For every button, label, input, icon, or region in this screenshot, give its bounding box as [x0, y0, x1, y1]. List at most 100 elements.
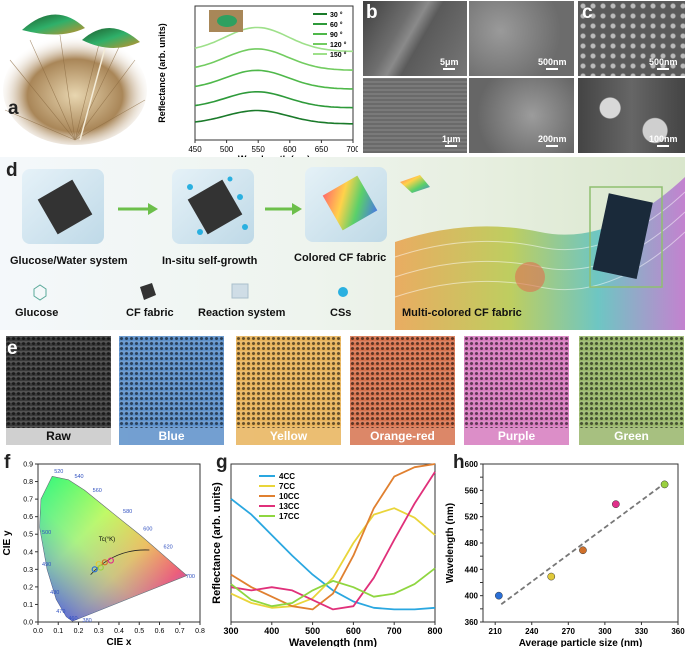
- sample-tile-blue: Blue: [119, 336, 224, 445]
- x-tick-label: 0.4: [114, 628, 124, 635]
- data-point: [660, 480, 669, 489]
- x-tick-label: 360: [671, 627, 685, 636]
- scalebar-b1: 5μm: [440, 57, 459, 70]
- fabric-texture: [6, 336, 111, 428]
- y-tick-label: 0.0: [23, 620, 33, 627]
- locus-label: 520: [54, 469, 63, 475]
- legend-label: 13CC: [279, 502, 300, 511]
- chromaticity-point: [101, 559, 108, 566]
- series-line-4: [194, 26, 353, 53]
- y-tick-label: 0.4: [23, 549, 33, 556]
- y-tick-label: 0.8: [23, 479, 33, 486]
- sem-image-5: [577, 0, 685, 77]
- panel-h-chart: 210 240 270 300 330 360 360 400 440 480 520 560 600 A…: [443, 452, 685, 649]
- legend-label: 60 °: [330, 21, 343, 29]
- y-axis-label: Wavelength (nm): [445, 503, 456, 583]
- panel-label-g: g: [216, 452, 228, 473]
- data-point: [579, 546, 587, 555]
- legend-label-reaction: Reaction system: [198, 307, 286, 319]
- x-axis-label: Average particle size (nm): [519, 638, 643, 647]
- x-tick-label: 240: [525, 627, 539, 636]
- step-label-1: Glucose/Water system: [10, 255, 128, 267]
- x-tick-label: 0.8: [195, 628, 205, 635]
- y-axis-label: CIE y: [2, 530, 13, 555]
- locus-label: 600: [143, 527, 152, 533]
- fabric-texture: [119, 336, 224, 428]
- locus-label: 480: [50, 590, 59, 596]
- x-tick-label: 600: [346, 626, 361, 636]
- scalebar-c1: 500nm: [649, 57, 678, 70]
- wavelength-size-chart: 210 240 270 300 330 360 360 400 440 480 520 560 600 A…: [445, 460, 685, 649]
- y-tick-label: 0.7: [23, 497, 33, 504]
- x-tick-label: 450: [188, 145, 202, 154]
- sem-image-3: [362, 77, 468, 154]
- y-axis-label: Reflectance (arb. units): [157, 23, 167, 123]
- x-tick-label: 500: [305, 626, 320, 636]
- planckian-locus: [90, 549, 150, 575]
- legend-label: 7CC: [279, 482, 295, 491]
- feather-image: [3, 14, 147, 145]
- series-line-0: [194, 109, 353, 125]
- legend-label: 10CC: [279, 492, 300, 501]
- step-label-2: In-situ self-growth: [162, 255, 258, 267]
- series-line-2: [194, 69, 353, 90]
- fabric-texture: [350, 336, 455, 428]
- y-tick-label: 0.3: [23, 567, 33, 574]
- legend-label: 90 °: [330, 31, 343, 39]
- panel-c-sem: 500nm 100nm: [577, 0, 685, 154]
- legend-label-cf: CF fabric: [126, 307, 174, 319]
- x-tick-label: 500: [220, 145, 234, 154]
- x-tick-label: 700: [346, 145, 358, 154]
- y-tick-label: 0.5: [23, 532, 33, 539]
- chromaticity-point: [107, 557, 115, 564]
- panel-a-chart: 450500550600650700Wavelength (nm)Reflect…: [153, 2, 360, 164]
- scalebar-b4: 200nm: [538, 134, 567, 147]
- sample-tile-yellow: Yellow: [236, 336, 341, 445]
- y-tick-label: 0.6: [23, 514, 33, 521]
- panel-label-h: h: [453, 452, 465, 473]
- y-tick-label: 400: [465, 592, 479, 601]
- sem-image-6: [577, 77, 685, 154]
- series-line-10CC: [230, 463, 436, 611]
- panel-d-schematic: Glucose/Water system In-situ self-growth…: [0, 157, 685, 330]
- result-label: Multi-colored CF fabric: [402, 307, 522, 319]
- legend-label: 150 °: [330, 51, 347, 59]
- x-tick-label: 0.2: [74, 628, 84, 635]
- sample-tile-purple: Purple: [464, 336, 569, 445]
- legend-label-glucose: Glucose: [15, 307, 59, 319]
- y-tick-label: 0.1: [23, 602, 33, 609]
- x-tick-label: 270: [562, 627, 576, 636]
- fabric-texture: [579, 336, 684, 428]
- locus-label: 620: [164, 544, 173, 550]
- panel-label-a: a: [8, 98, 19, 119]
- x-tick-label: 0.3: [94, 628, 104, 635]
- x-tick-label: 0.5: [134, 628, 144, 635]
- x-tick-label: 0.1: [53, 628, 63, 635]
- cie-chromaticity-chart: 0.0 0.1 0.2 0.3 0.4 0.5 0.6 0.7 0.8 0.0 0.1 0.2 0.3 0…: [2, 462, 205, 649]
- series-line-7CC: [230, 507, 436, 609]
- chromaticity-point: [97, 564, 104, 571]
- reflectance-cc-chart: 300 400 500 600 700 800 Wavelength (nm) Reflect…: [211, 463, 443, 649]
- locus-label: 580: [123, 509, 132, 515]
- fit-line: [500, 481, 667, 605]
- x-tick-label: 600: [283, 145, 297, 154]
- sample-label: Blue: [119, 428, 224, 445]
- legend-label-css: CSs: [330, 307, 352, 319]
- reflectance-angle-chart: 450500550600650700Wavelength (nm)Reflect…: [157, 5, 360, 164]
- panel-label-c: c: [582, 2, 593, 23]
- sample-label: Purple: [464, 428, 569, 445]
- x-axis-label: Wavelength (nm): [289, 637, 378, 647]
- sample-tile-raw: Raw: [6, 336, 111, 445]
- locus-label: 500: [42, 530, 51, 536]
- series-line-1: [194, 91, 354, 109]
- sample-label: Green: [579, 428, 684, 445]
- inset-eye-icon: [217, 15, 237, 27]
- sem-image-2: [468, 0, 575, 77]
- y-tick-label: 480: [465, 539, 479, 548]
- y-tick-label: 600: [465, 460, 479, 469]
- data-point: [611, 500, 620, 509]
- panel-label-e: e: [7, 338, 18, 359]
- plot-frame: [194, 5, 354, 141]
- locus-label: 380: [83, 618, 92, 624]
- legend-label: 17CC: [279, 512, 300, 521]
